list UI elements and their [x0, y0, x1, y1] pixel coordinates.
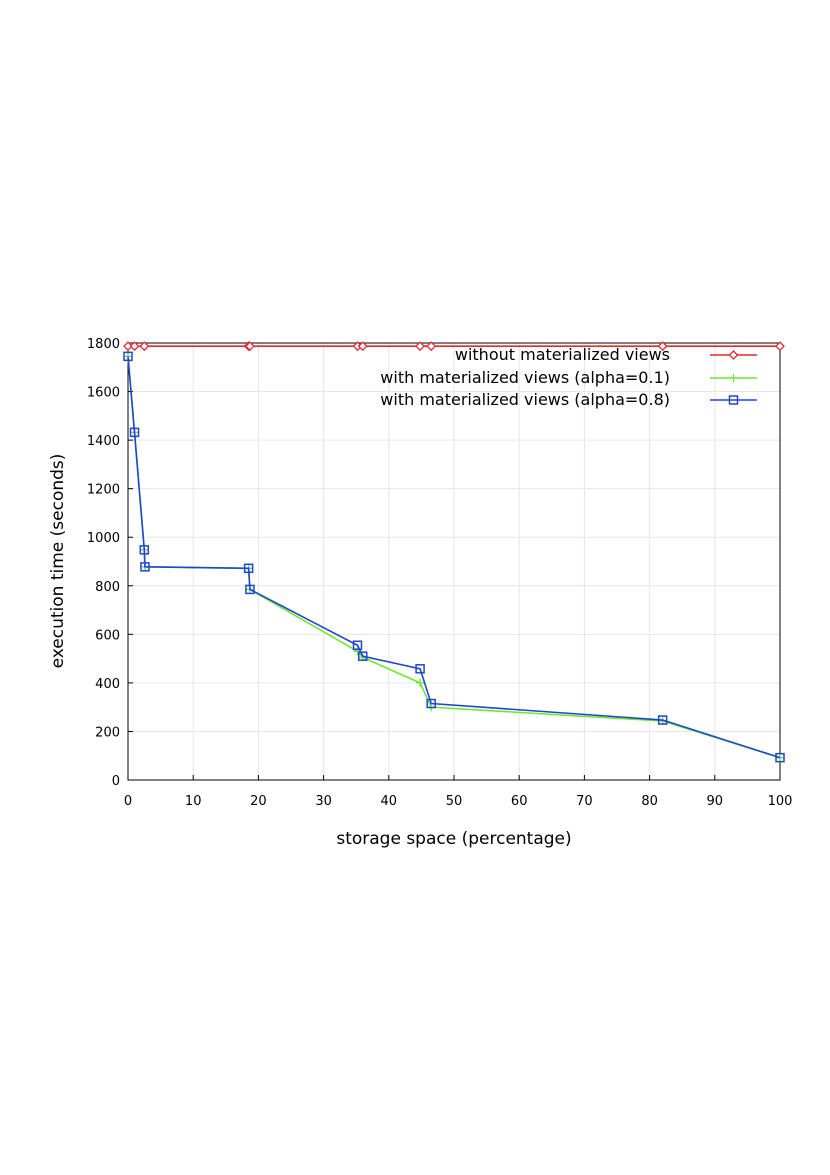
y-tick-label: 1400: [87, 434, 120, 449]
series-0: [123, 341, 785, 352]
series-layer: [123, 341, 785, 763]
data-point: [129, 427, 140, 438]
data-point: [245, 341, 255, 352]
data-point: [245, 584, 255, 595]
legend-swatch-marker: [728, 395, 739, 405]
data-point: [415, 664, 425, 674]
data-point: [657, 715, 668, 725]
data-point: [140, 562, 150, 572]
x-tick-label: 70: [576, 794, 593, 809]
data-point: [416, 678, 425, 687]
x-tick-label: 100: [768, 794, 793, 809]
data-point: [415, 341, 426, 352]
legend: without materialized views with materiali…: [380, 345, 757, 409]
y-tick-label: 800: [95, 580, 120, 595]
x-tick-label: 40: [381, 794, 398, 809]
data-point: [139, 341, 150, 352]
data-point: [775, 752, 785, 763]
legend-swatch-marker: [728, 350, 739, 360]
y-tick-label: 0: [112, 774, 120, 789]
data-point: [426, 698, 436, 709]
x-tick-label: 20: [250, 794, 267, 809]
data-point: [139, 545, 150, 555]
x-tick-label: 10: [185, 794, 202, 809]
data-point: [426, 341, 437, 352]
series-line: [127, 356, 781, 759]
data-point: [129, 341, 140, 352]
x-axis-ticks: 0 10 20 30 40 50 60 70 80 90 100: [124, 775, 793, 809]
x-tick-label: 80: [641, 794, 658, 809]
series-2: [123, 351, 785, 763]
legend-label: with materialized views (alpha=0.1): [380, 368, 670, 387]
x-tick-label: 30: [315, 794, 332, 809]
y-tick-label: 200: [95, 725, 120, 740]
y-tick-label: 400: [95, 677, 120, 692]
y-tick-label: 1000: [87, 531, 120, 546]
data-point: [123, 341, 133, 352]
legend-swatch-marker: [729, 374, 738, 382]
legend-label: with materialized views (alpha=0.8): [380, 390, 670, 409]
data-point: [357, 341, 368, 352]
y-axis-ticks: 0 200 400 600 800 1000 1200 1400 1600 1800: [87, 337, 133, 789]
x-axis-title: storage space (percentage): [336, 829, 571, 849]
x-tick-label: 90: [707, 794, 724, 809]
legend-label: without materialized views: [455, 345, 670, 364]
x-tick-label: 0: [124, 794, 132, 809]
y-tick-label: 1800: [87, 337, 120, 352]
x-tick-label: 50: [446, 794, 463, 809]
data-point: [775, 341, 785, 352]
data-point: [243, 563, 254, 574]
data-point: [357, 651, 368, 661]
data-point: [352, 640, 363, 651]
data-point: [123, 351, 133, 362]
y-tick-label: 1600: [87, 386, 120, 401]
y-tick-label: 1200: [87, 483, 120, 498]
y-axis-title: execution time (seconds): [48, 454, 68, 669]
data-point: [657, 341, 668, 352]
x-tick-label: 60: [511, 794, 528, 809]
y-tick-label: 600: [95, 628, 120, 643]
